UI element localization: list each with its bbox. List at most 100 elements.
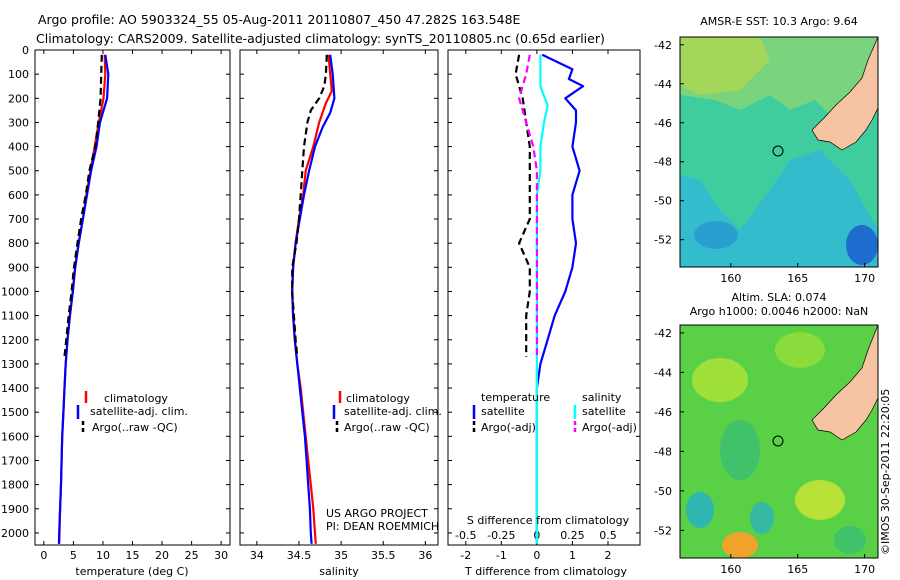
x-tick-label: 34 — [250, 549, 264, 562]
lat-tick-label: -52 — [654, 234, 672, 247]
lat-tick-label: -48 — [654, 445, 672, 458]
profile-series — [57, 53, 585, 544]
depth-tick-label: 800 — [8, 237, 29, 250]
x-tick-label: 15 — [126, 549, 140, 562]
credit-stamp: ©IMOS 30-Sep-2011 22:20:05 — [879, 389, 892, 555]
depth-tick-label: 1500 — [1, 406, 29, 419]
sst-map-ticks: -42 -44 -46 -48 -50 -52 160 165 170 — [654, 39, 875, 285]
lat-tick-label: -50 — [654, 195, 672, 208]
legend-argo: Argo(..raw -QC) — [92, 421, 178, 434]
x-tick-label: 5 — [70, 549, 77, 562]
lat-tick-label: -50 — [654, 485, 672, 498]
sst-map-title: AMSR-E SST: 10.3 Argo: 9.64 — [700, 15, 858, 28]
x-tick-label: 30 — [214, 549, 228, 562]
lon-tick-label: 160 — [720, 563, 741, 576]
header-title: Argo profile: AO 5903324_55 05-Aug-2011 … — [38, 12, 521, 27]
axis-ticks: 0100200300400500600700800900100011001200… — [1, 44, 640, 562]
header-subtitle: Climatology: CARS2009. Satellite-adjuste… — [36, 31, 605, 46]
depth-tick-label: 300 — [8, 116, 29, 129]
x-tick-label: 36 — [418, 549, 432, 562]
depth-tick-label: 1600 — [1, 430, 29, 443]
project-note-line1: US ARGO PROJECT — [326, 507, 428, 520]
depth-tick-label: 400 — [8, 141, 29, 154]
legend-satellite-adj: satellite-adj. clim. — [344, 405, 442, 418]
legend-s-argo: Argo(-adj) — [582, 421, 637, 434]
x-tick-label: 2 — [605, 549, 612, 562]
depth-tick-label: 1100 — [1, 310, 29, 323]
project-note-line2: PI: DEAN ROEMMICH — [326, 520, 439, 533]
legend-temperature-title: temperature — [481, 391, 550, 404]
legend-satellite-adj: satellite-adj. clim. — [90, 405, 188, 418]
legend-climatology: climatology — [346, 392, 410, 405]
depth-tick-label: 1900 — [1, 503, 29, 516]
series-line-black — [291, 54, 328, 357]
lat-tick-label: -48 — [654, 156, 672, 169]
series-line-cyan — [535, 54, 549, 544]
depth-tick-label: 700 — [8, 213, 29, 226]
sla-map — [679, 324, 879, 559]
x-tick-label: 35 — [334, 549, 348, 562]
lat-tick-label: -52 — [654, 524, 672, 537]
legend-t-argo: Argo(-adj) — [481, 421, 536, 434]
salinity-axes — [239, 49, 439, 546]
series-line-black — [514, 54, 531, 357]
lat-tick-label: -46 — [654, 406, 672, 419]
lon-tick-label: 170 — [854, 272, 875, 285]
legend-t-satellite: satellite — [481, 405, 525, 418]
x-tick-label: 35.5 — [371, 549, 396, 562]
sst-map — [679, 36, 879, 268]
series-line-blue — [57, 54, 110, 544]
depth-tick-label: 600 — [8, 189, 29, 202]
lon-tick-label: 165 — [787, 272, 808, 285]
x-tick-label: -1 — [496, 549, 507, 562]
s-difference-label: S difference from climatology — [467, 514, 630, 527]
lat-tick-label: -46 — [654, 117, 672, 130]
depth-tick-label: 500 — [8, 165, 29, 178]
legend-salinity-title: salinity — [582, 391, 622, 404]
salinity-xlabel: salinity — [319, 565, 359, 578]
depth-tick-label: 1000 — [1, 285, 29, 298]
series-line-black — [63, 54, 103, 357]
depth-tick-label: 200 — [8, 92, 29, 105]
legend-s-satellite: satellite — [582, 405, 626, 418]
depth-tick-label: 1300 — [1, 358, 29, 371]
depth-tick-label: 1700 — [1, 454, 29, 467]
s-diff-tick-label: -0.25 — [487, 529, 515, 542]
lat-tick-label: -42 — [654, 327, 672, 340]
depth-tick-label: 2000 — [1, 527, 29, 540]
depth-tick-label: 900 — [8, 261, 29, 274]
series-line-magenta — [517, 54, 539, 357]
difference-legend: temperature salinity satellite Argo(-adj… — [472, 391, 637, 434]
lat-tick-label: -44 — [654, 78, 672, 91]
temperature-xlabel: temperature (deg C) — [75, 565, 188, 578]
lon-tick-label: 165 — [787, 563, 808, 576]
lat-tick-label: -44 — [654, 366, 672, 379]
difference-axes — [447, 49, 641, 546]
lon-tick-label: 170 — [854, 563, 875, 576]
x-tick-label: 10 — [96, 549, 110, 562]
x-tick-label: 34.5 — [287, 549, 312, 562]
x-tick-label: -2 — [460, 549, 471, 562]
s-diff-tick-label: 0.25 — [560, 529, 585, 542]
sla-map-title2: Argo h1000: 0.0046 h2000: NaN — [690, 305, 869, 318]
x-tick-label: 0 — [40, 549, 47, 562]
depth-tick-label: 1200 — [1, 334, 29, 347]
depth-tick-label: 100 — [8, 68, 29, 81]
depth-tick-label: 0 — [22, 44, 29, 57]
legend-argo: Argo(..raw -QC) — [344, 421, 430, 434]
depth-tick-label: 1800 — [1, 479, 29, 492]
sla-map-title1: Altim. SLA: 0.074 — [731, 291, 826, 304]
series-line-blue — [291, 54, 336, 544]
series-line-blue — [535, 53, 585, 544]
s-diff-tick-label: 0.5 — [599, 529, 617, 542]
s-diff-tick-label: -0.5 — [455, 529, 476, 542]
sla-map-ticks: -42 -44 -46 -48 -50 -52 160 165 170 — [654, 327, 875, 576]
legend-climatology: climatology — [104, 392, 168, 405]
depth-tick-label: 1400 — [1, 382, 29, 395]
x-tick-label: 0 — [533, 549, 540, 562]
temperature-legend: climatology satellite-adj. clim. Argo(..… — [76, 391, 188, 434]
difference-xlabel: T difference from climatology — [464, 565, 627, 578]
lon-tick-label: 160 — [720, 272, 741, 285]
x-tick-label: 1 — [569, 549, 576, 562]
